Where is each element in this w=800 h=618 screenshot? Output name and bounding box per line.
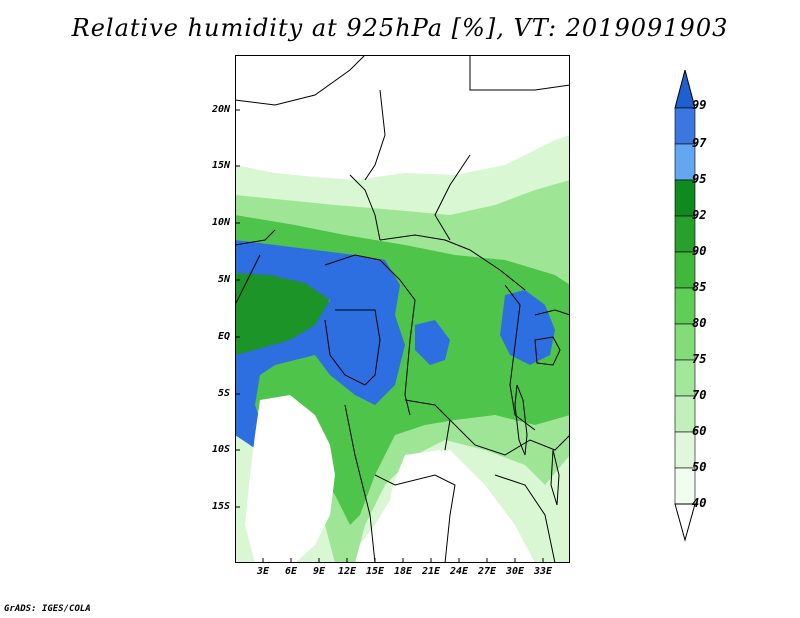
humidity-zone-blue-central (415, 320, 450, 365)
colorbar-label: 75 (692, 352, 707, 366)
lon-label-9e: 9E (312, 566, 326, 577)
colorbar-label: 80 (692, 316, 707, 330)
lat-label-15s: 15S (211, 501, 230, 512)
lon-label-3e: 3E (256, 566, 270, 577)
lon-label-30e: 30E (505, 566, 525, 577)
lat-label-15n: 15N (211, 160, 230, 171)
colorbar-label: 50 (692, 460, 707, 474)
colorbar (674, 70, 696, 542)
map-ticks (235, 109, 544, 563)
country-borders (235, 55, 570, 563)
dry-zone-plateau (380, 450, 450, 563)
colorbar-label: 95 (692, 172, 707, 186)
lat-label-eq: EQ (217, 331, 230, 342)
colorbar-label: 70 (692, 388, 707, 402)
grads-credit: GrADS: IGES/COLA (4, 604, 91, 614)
lon-label-18e: 18E (393, 566, 413, 577)
map-title: Relative humidity at 925hPa [%], VT: 201… (71, 14, 729, 42)
lake-tanganyika (514, 384, 528, 456)
humidity-map (235, 55, 570, 563)
colorbar-bottom-arrow (674, 503, 696, 542)
colorbar-label: 85 (692, 280, 707, 294)
colorbar-label: 99 (692, 98, 707, 112)
colorbar-label: 60 (692, 424, 707, 438)
lon-label-15e: 15E (365, 566, 385, 577)
lat-label-5n: 5N (217, 274, 230, 285)
colorbar-label: 90 (692, 244, 707, 258)
lon-label-12e: 12E (337, 566, 357, 577)
dry-zone-ocean (245, 395, 335, 563)
lake-malawi (550, 449, 560, 506)
colorbar-label: 40 (692, 496, 707, 510)
lon-label-6e: 6E (284, 566, 298, 577)
lon-label-21e: 21E (421, 566, 441, 577)
lat-label-10n: 10N (211, 217, 230, 228)
colorbar-label: 97 (692, 136, 707, 150)
lat-label-10s: 10S (211, 444, 230, 455)
lake-victoria (534, 336, 561, 366)
lat-label-5s: 5S (217, 388, 230, 399)
lon-label-27e: 27E (477, 566, 497, 577)
humidity-zone-blue-west (235, 240, 405, 470)
lat-label-20n: 20N (211, 104, 230, 115)
humidity-zone-blue-east (500, 290, 555, 365)
lon-label-33e: 33E (533, 566, 553, 577)
colorbar-label: 92 (692, 208, 707, 222)
lon-label-24e: 24E (449, 566, 469, 577)
